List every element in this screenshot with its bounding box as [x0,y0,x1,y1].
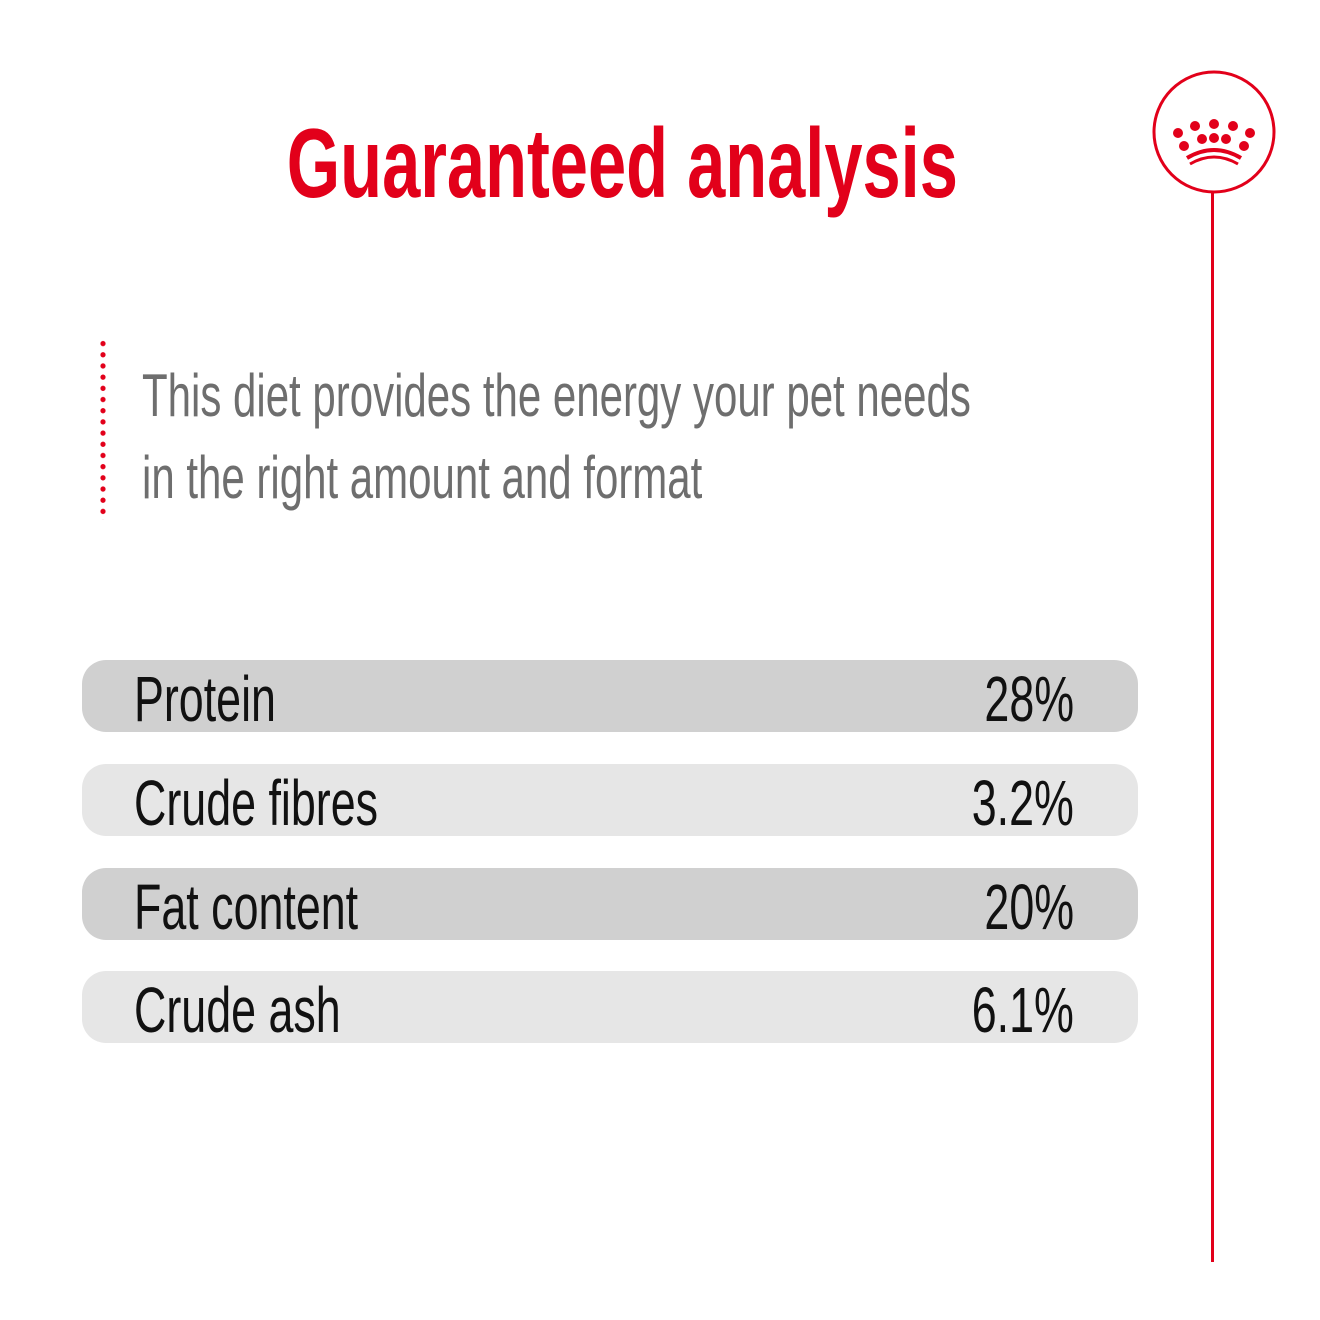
description-line-1: This diet provides the energy your pet n… [142,362,971,429]
analysis-row-crude-ash: Crude ash 6.1% [82,971,1138,1046]
row-label: Crude fibres [134,767,379,839]
description: This diet provides the energy your pet n… [142,355,1320,519]
crown-icon [1152,70,1276,194]
page-title: Guaranteed analysis [0,108,1244,218]
analysis-row-fat-content: Fat content 20% [82,868,1138,943]
row-label: Crude ash [134,974,341,1046]
row-value: 6.1% [971,974,1074,1046]
row-value: 20% [984,871,1074,943]
row-value: 28% [984,663,1074,735]
row-value: 3.2% [971,767,1074,839]
title-text: Guaranteed analysis [286,108,958,218]
analysis-row-protein: Protein 28% [82,660,1138,735]
analysis-row-crude-fibres: Crude fibres 3.2% [82,764,1138,839]
dotted-divider [100,338,106,520]
row-label: Fat content [134,871,359,943]
description-line-2: in the right amount and format [142,444,703,511]
row-label: Protein [134,663,276,735]
vertical-divider-line [1211,192,1214,1262]
